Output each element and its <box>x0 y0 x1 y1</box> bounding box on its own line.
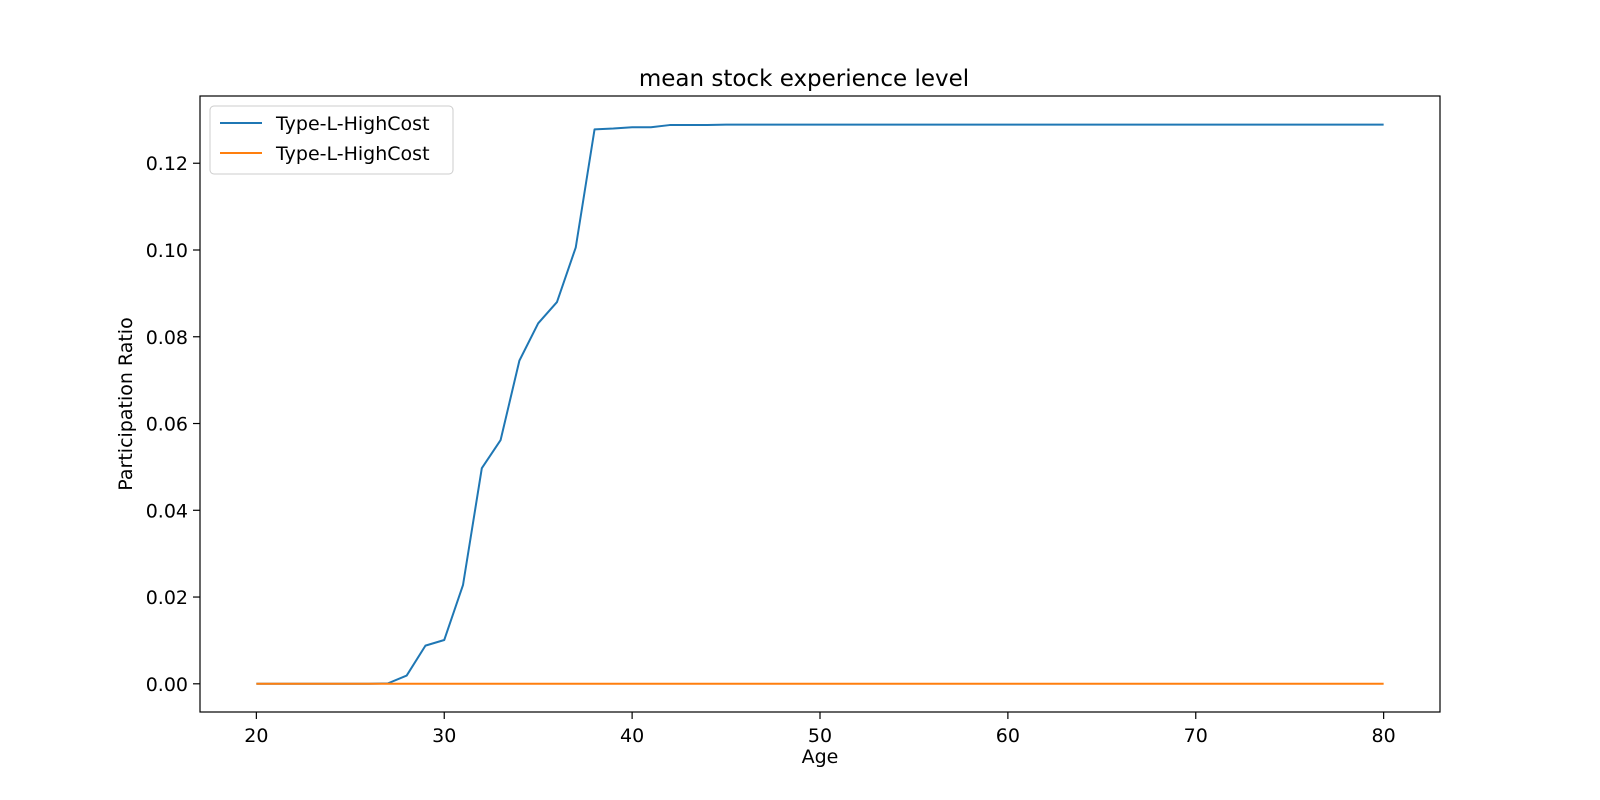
y-tick-label: 0.10 <box>146 240 188 262</box>
series-line-1 <box>256 123 1384 685</box>
chart-title: mean stock experience level <box>639 66 969 92</box>
x-tick-label: 50 <box>808 725 832 747</box>
x-tick-label: 70 <box>1184 725 1208 747</box>
y-tick-label: 0.12 <box>146 153 188 175</box>
x-tick-label: 30 <box>432 725 456 747</box>
y-tick-label: 0.02 <box>146 587 188 609</box>
x-axis: 20 30 40 50 60 70 80 <box>244 712 1396 747</box>
y-tick-label: 0.04 <box>146 500 188 522</box>
x-tick-label: 80 <box>1372 725 1396 747</box>
legend-label-series-1: Type-L-HighCost <box>275 113 430 135</box>
y-axis: 0.00 0.02 0.04 0.06 0.08 0.10 0.12 <box>146 153 200 696</box>
legend-box <box>209 105 454 175</box>
x-axis-label: Age <box>802 746 839 768</box>
y-tick-label: 0.06 <box>146 414 188 436</box>
y-axis-label: Participation Ratio <box>115 317 137 490</box>
x-tick-label: 20 <box>244 725 268 747</box>
y-tick-label: 0.00 <box>146 674 188 696</box>
legend: Type-L-HighCost Type-L-HighCost <box>209 105 454 175</box>
y-tick-label: 0.08 <box>146 327 188 349</box>
legend-label-series-2: Type-L-HighCost <box>275 143 430 165</box>
x-tick-label: 40 <box>620 725 644 747</box>
series-layer <box>256 123 1384 685</box>
x-tick-label: 60 <box>996 725 1020 747</box>
